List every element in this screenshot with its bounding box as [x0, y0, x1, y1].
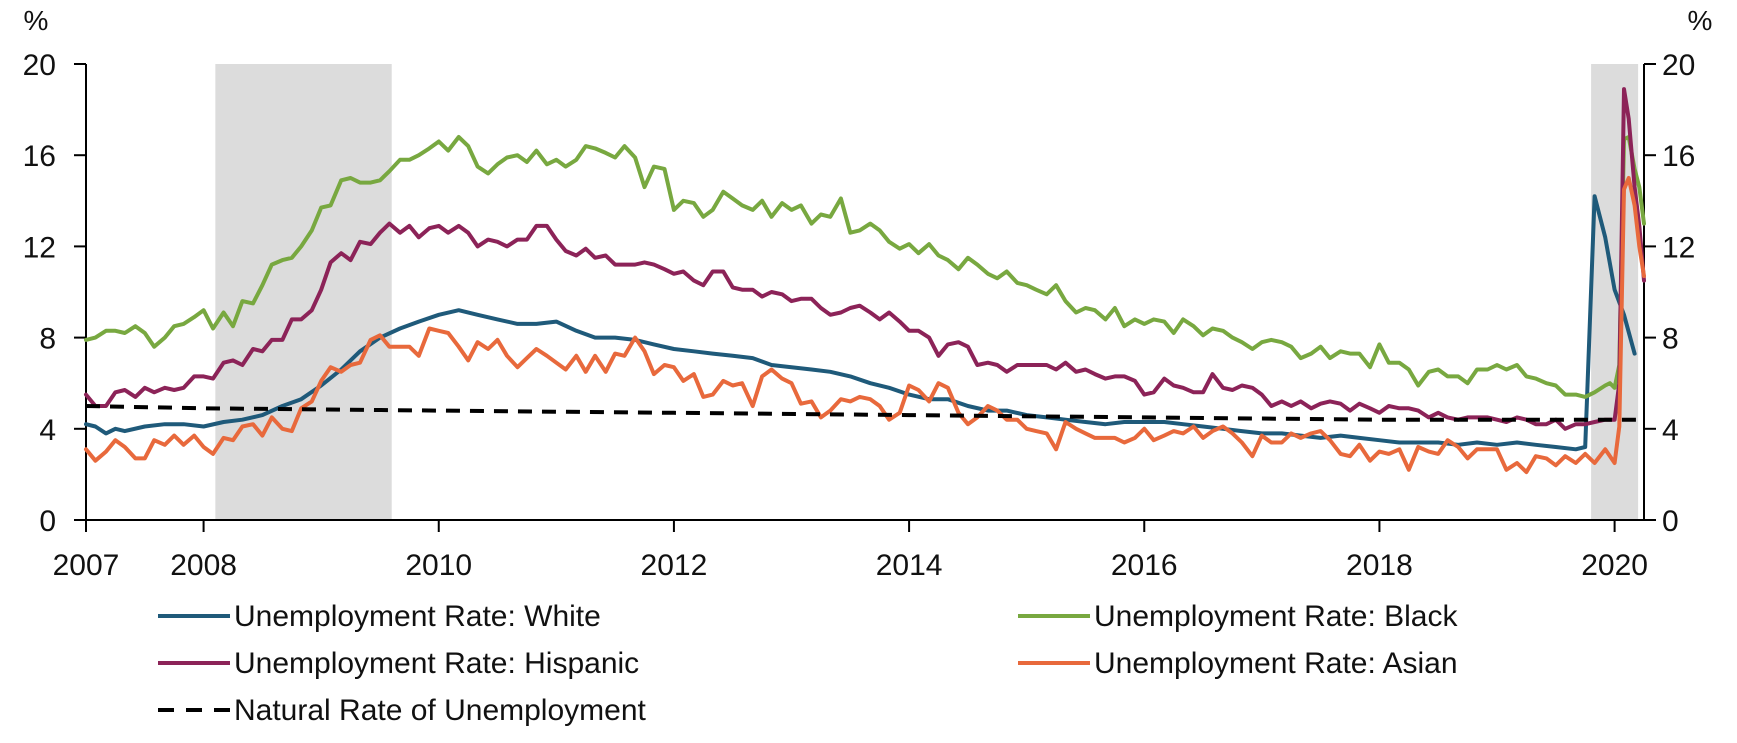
legend-label-3: Unemployment Rate: Asian: [1094, 647, 1458, 680]
right-y-tick-label-4: 16: [1662, 140, 1695, 173]
x-tick-label-7: 2020: [1581, 549, 1648, 582]
series-line-2: [84, 87, 1646, 431]
left-y-tick-label-0: 0: [39, 505, 56, 538]
x-tick-label-0: 2007: [53, 549, 120, 582]
left-y-tick-label-1: 4: [39, 414, 56, 447]
left-y-unit: %: [24, 5, 49, 36]
series-line-4: [85, 404, 1644, 422]
legend-label-1: Unemployment Rate: Black: [1094, 600, 1458, 633]
legend-label-4: Natural Rate of Unemployment: [234, 694, 647, 727]
shaded-period-0: [215, 64, 392, 520]
left-y-tick-label-4: 16: [23, 140, 56, 173]
right-y-tick-label-1: 4: [1662, 414, 1679, 447]
right-y-tick-label-2: 8: [1662, 323, 1679, 356]
series-lines: [84, 87, 1646, 475]
legend-label-0: Unemployment Rate: White: [234, 600, 601, 633]
right-y-tick-label-5: 20: [1662, 49, 1695, 82]
right-y-unit: %: [1688, 5, 1713, 36]
left-y-tick-label-3: 12: [23, 231, 56, 264]
series-line-1: [84, 135, 1646, 399]
x-tick-label-2: 2010: [405, 549, 472, 582]
right-y-tick-label-3: 12: [1662, 231, 1695, 264]
x-tick-label-1: 2008: [170, 549, 237, 582]
legend: Unemployment Rate: White Unemployment Rat…: [158, 600, 1458, 727]
right-y-tick-label-0: 0: [1662, 505, 1679, 538]
axes: % %: [24, 5, 1713, 521]
x-tick-label-3: 2012: [641, 549, 708, 582]
x-tick-label-4: 2014: [876, 549, 943, 582]
left-y-tick-label-5: 20: [23, 49, 56, 82]
x-tick-label-6: 2018: [1346, 549, 1413, 582]
series-line-3: [84, 176, 1646, 475]
x-tick-label-5: 2016: [1111, 549, 1178, 582]
left-y-tick-label-2: 8: [39, 323, 56, 356]
legend-label-2: Unemployment Rate: Hispanic: [234, 647, 639, 680]
